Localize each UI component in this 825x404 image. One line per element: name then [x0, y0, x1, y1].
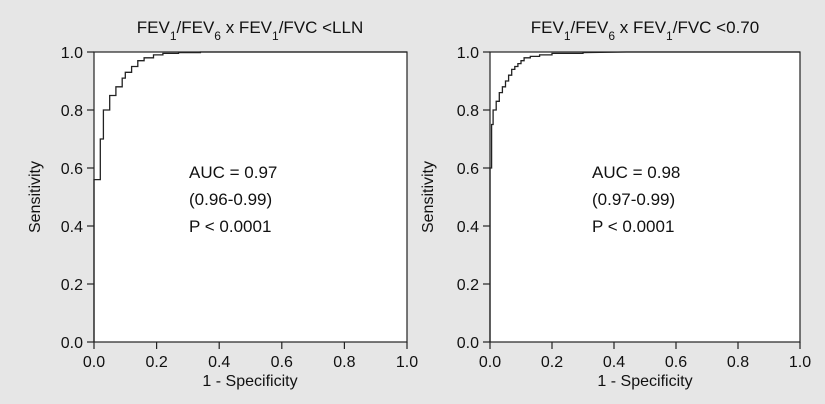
y-tick-labels: 0.0 0.2 0.4 0.6 0.8 1.0	[61, 45, 83, 352]
y-axis-label: Sensitivity	[27, 161, 44, 233]
y-tick-label: 0.4	[457, 219, 479, 236]
y-tick-label: 0.2	[61, 277, 83, 294]
x-tick-label: 0.0	[83, 354, 105, 371]
tick-marks	[87, 51, 408, 349]
x-tick-labels: 0.0 0.2 0.4 0.6 0.8 1.0	[83, 354, 418, 371]
x-tick-label: 0.6	[665, 354, 687, 371]
tick-marks	[483, 51, 801, 349]
x-tick-label: 0.4	[603, 354, 625, 371]
roc-panel-lln: FEV1/FEV6 x FEV1/FVC <LLN 0.00.20.40.60.…	[27, 18, 418, 390]
roc-curve	[489, 51, 800, 342]
plot-frame	[93, 51, 408, 343]
p-value-annotation: P < 0.0001	[189, 217, 271, 236]
auc-annotation: AUC = 0.97	[189, 163, 277, 182]
y-tick-label: 0.8	[457, 103, 479, 120]
y-tick-labels: 0.0 0.2 0.4 0.6 0.8 1.0	[457, 45, 479, 352]
x-tick-label: 1.0	[789, 354, 811, 371]
plot-frame	[489, 51, 801, 343]
chart-title-lln: FEV1/FEV6 x FEV1/FVC <LLN	[137, 18, 364, 43]
x-tick-label: 0.0	[479, 354, 501, 371]
roc-panel-070: FEV1/FEV6 x FEV1/FVC <0.70 0.00.20.40.60…	[420, 18, 811, 390]
chart-title-070: FEV1/FEV6 x FEV1/FVC <0.70	[531, 18, 759, 43]
x-tick-label: 0.8	[727, 354, 749, 371]
ci-annotation: (0.96-0.99)	[189, 190, 272, 209]
x-axis-label: 1 - Specificity	[202, 373, 297, 390]
auc-annotation: AUC = 0.98	[592, 163, 680, 182]
x-tick-label: 0.6	[271, 354, 293, 371]
ci-annotation: (0.97-0.99)	[592, 190, 675, 209]
x-tick-label: 0.2	[145, 354, 167, 371]
y-axis-label: Sensitivity	[420, 161, 437, 233]
x-tick-label: 0.8	[333, 354, 355, 371]
roc-curve	[93, 51, 407, 342]
y-tick-label: 0.6	[61, 161, 83, 178]
p-value-annotation: P < 0.0001	[592, 217, 674, 236]
y-tick-label: 1.0	[457, 45, 479, 62]
y-tick-label: 0.6	[457, 161, 479, 178]
y-tick-label: 0.0	[61, 335, 83, 352]
y-tick-label: 0.8	[61, 103, 83, 120]
x-tick-label: 1.0	[396, 354, 418, 371]
x-tick-labels: 0.0 0.2 0.4 0.6 0.8 1.0	[479, 354, 811, 371]
x-tick-label: 0.4	[208, 354, 230, 371]
y-tick-label: 0.0	[457, 335, 479, 352]
x-axis-label: 1 - Specificity	[597, 373, 692, 390]
x-tick-label: 0.2	[541, 354, 563, 371]
y-tick-label: 0.2	[457, 277, 479, 294]
y-tick-label: 0.4	[61, 219, 83, 236]
y-tick-label: 1.0	[61, 45, 83, 62]
